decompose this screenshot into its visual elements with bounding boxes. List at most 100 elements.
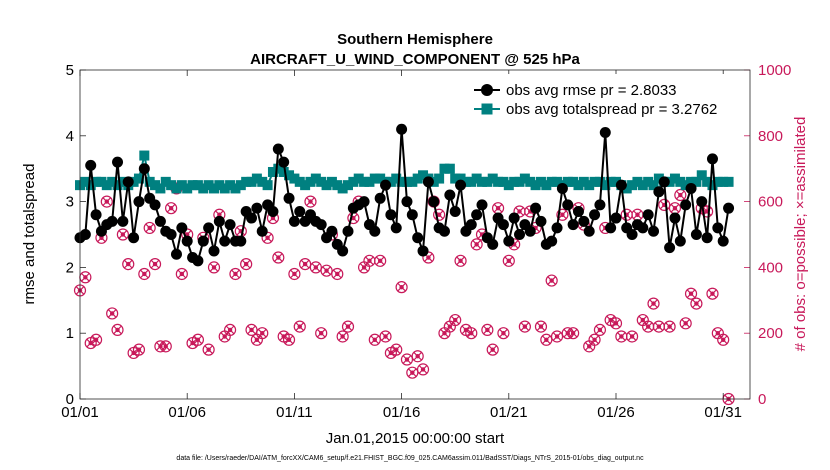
totalspread-marker [594,176,605,187]
rmse-marker [508,212,520,224]
obs-count-marker [256,327,269,340]
rmse-marker [599,127,611,139]
x-tick-label: 01/16 [383,404,421,421]
rmse-marker [326,225,338,237]
y-tick-label: 1 [66,325,74,342]
totalspread-marker [589,176,600,187]
x-tick-label: 01/01 [61,404,99,421]
totalspread-marker [160,176,171,187]
totalspread-marker [525,176,536,187]
rmse-marker [428,196,440,208]
rmse-marker [712,222,724,234]
totalspread-marker [300,180,311,191]
rmse-marker [487,238,499,250]
rmse-marker [203,222,215,234]
totalspread-marker [171,183,182,194]
totalspread-marker [600,180,611,191]
totalspread-marker [198,183,209,194]
rmse-marker [315,219,327,231]
rmse-marker [213,215,225,227]
obs-count-marker [406,366,419,379]
obs-count-marker [647,297,660,310]
totalspread-marker [455,173,466,184]
totalspread-marker [578,176,589,187]
totalspread-marker [669,173,680,184]
totalspread-marker [353,173,364,184]
totalspread-marker [466,176,477,187]
rmse-marker [680,199,692,211]
totalspread-marker [273,163,284,174]
rmse-marker [476,199,488,211]
totalspread-marker [535,176,546,187]
totalspread-marker [648,180,659,191]
rmse-marker [497,219,509,231]
totalspread-marker [723,176,734,187]
rmse-marker [578,215,590,227]
totalspread-marker [332,180,343,191]
totalspread-marker [702,176,713,187]
rmse-marker [535,215,547,227]
y-tick-label: 3 [66,194,74,211]
rmse-marker [562,199,574,211]
totalspread-marker [364,176,375,187]
rmse-marker [181,235,193,247]
totalspread-marker [487,173,498,184]
totalspread-marker [686,176,697,187]
rmse-marker [417,245,429,257]
totalspread-marker [262,180,273,191]
rmse-marker [374,192,386,204]
totalspread-marker [434,173,445,184]
rmse-marker [696,196,708,208]
totalspread-marker [460,176,471,187]
chart-title: Southern Hemisphere [337,31,493,48]
totalspread-marker [91,176,102,187]
legend: obs avg rmse pr = 2.8033 obs avg totalsp… [470,74,744,122]
rmse-marker [412,232,424,244]
rmse-marker [106,215,118,227]
rmse-marker [267,205,279,217]
totalspread-marker [675,176,686,187]
totalspread-marker [568,176,579,187]
totalspread-marker [493,176,504,187]
totalspread-marker [418,170,429,181]
obs-count-marker [138,267,151,281]
rmse-marker [524,225,536,237]
obs-count-marker [106,307,119,320]
obs-count-marker [111,323,124,337]
obs-count-marker [588,333,601,346]
chart-subtitle: AIRCRAFT_U_WIND_COMPONENT @ 525 hPa [250,51,580,68]
totalspread-marker [310,173,321,184]
rmse-marker [369,225,381,237]
totalspread-marker [316,176,327,187]
y2-tick-label: 600 [758,194,783,211]
totalspread-marker [611,176,621,187]
totalspread-marker [541,180,552,191]
rmse-marker [648,225,660,237]
totalspread-marker [471,173,482,184]
totalspread-marker [680,180,691,191]
obs-count-marker [625,330,639,343]
rmse-marker [165,229,177,240]
totalspread-marker [348,176,359,187]
legend-marker-rmse [481,84,493,96]
rmse-marker [342,225,354,237]
totalspread-marker [712,176,723,187]
y2-axis-label: # of obs: o=possible; ×=assimilated [792,117,809,352]
x-tick-label: 01/31 [704,404,742,421]
totalspread-marker [653,173,664,184]
rmse-marker [117,215,129,227]
rmse-marker [294,205,306,217]
obs-count-marker [320,264,333,277]
totalspread-marker [326,176,337,187]
rmse-marker [605,222,617,234]
totalspread-marker [573,180,584,191]
obs-count-marker [223,323,237,337]
obs-count-marker [609,317,623,330]
y2-tick-label: 800 [758,128,783,145]
obs-count-marker [100,195,113,208]
totalspread-marker [144,176,155,187]
totalspread-marker [139,150,150,161]
totalspread-marker [530,180,541,191]
obs-count-marker [550,330,564,343]
